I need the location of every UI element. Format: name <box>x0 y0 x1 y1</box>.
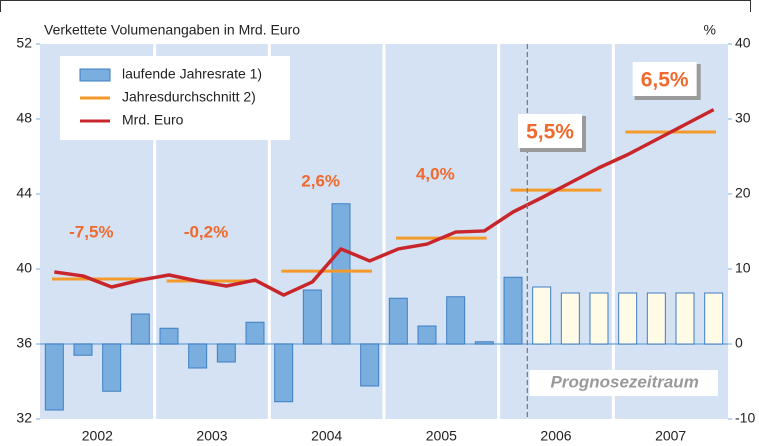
y-tick-label: 40 <box>16 260 32 276</box>
bar <box>446 296 466 345</box>
bar <box>474 341 494 345</box>
x-tick-label: 2004 <box>311 428 342 444</box>
line <box>54 108 715 297</box>
y2-tick-label: 20 <box>735 185 751 201</box>
bar <box>274 343 294 403</box>
bar <box>589 292 609 345</box>
bar <box>159 327 179 345</box>
forecast-box <box>529 370 718 396</box>
y-tick-label: 44 <box>16 185 32 201</box>
bar <box>216 343 236 363</box>
y-tick-label: 36 <box>16 335 32 351</box>
bar <box>331 203 351 345</box>
y2-tick-label: 0 <box>735 335 743 351</box>
growth-label: -7,5% <box>69 222 113 241</box>
bar <box>188 343 208 369</box>
bar <box>44 343 64 411</box>
growth-box <box>518 114 582 148</box>
legend-label: Jahresdurchschnitt 2) <box>122 89 256 105</box>
legend-swatch <box>79 68 111 82</box>
y2-tick-label: 40 <box>735 35 751 51</box>
bar <box>675 292 695 345</box>
bar <box>704 292 724 345</box>
x-tick-label: 2002 <box>82 428 113 444</box>
y-tick-label: 48 <box>16 110 32 126</box>
bar <box>73 343 93 356</box>
bar <box>646 292 666 345</box>
y-tick-label: 52 <box>16 35 32 51</box>
bar <box>130 313 150 345</box>
growth-box <box>632 62 697 96</box>
x-tick-label: 2005 <box>426 428 457 444</box>
growth-label: 2,6% <box>301 171 340 190</box>
bar <box>102 343 122 392</box>
bar <box>417 325 437 345</box>
bar <box>360 343 380 387</box>
y2-axis-label: % <box>704 22 716 38</box>
chart-title: Verkettete Volumenangaben in Mrd. Euro <box>44 22 300 38</box>
x-tick-label: 2003 <box>196 428 227 444</box>
bar <box>302 289 322 345</box>
x-tick-label: 2007 <box>655 428 686 444</box>
growth-label: 4,0% <box>416 164 455 183</box>
bar <box>532 286 552 345</box>
growth-label: 5,5% <box>526 121 574 144</box>
bar <box>503 276 523 345</box>
bar <box>245 321 265 345</box>
growth-label: -0,2% <box>184 222 228 241</box>
legend-label: laufende Jahresrate 1) <box>122 66 262 82</box>
growth-label: 6,5% <box>641 69 689 92</box>
bar <box>618 292 638 345</box>
y2-tick-label: 10 <box>735 260 751 276</box>
forecast-label: Prognosezeitraum <box>551 372 699 391</box>
legend-label: Mrd. Euro <box>122 112 184 128</box>
bar <box>560 292 580 345</box>
y-tick-label: 32 <box>16 410 32 426</box>
bar <box>388 297 408 345</box>
x-tick-label: 2006 <box>540 428 571 444</box>
y2-tick-label: -10 <box>735 410 755 426</box>
y2-tick-label: 30 <box>735 110 751 126</box>
